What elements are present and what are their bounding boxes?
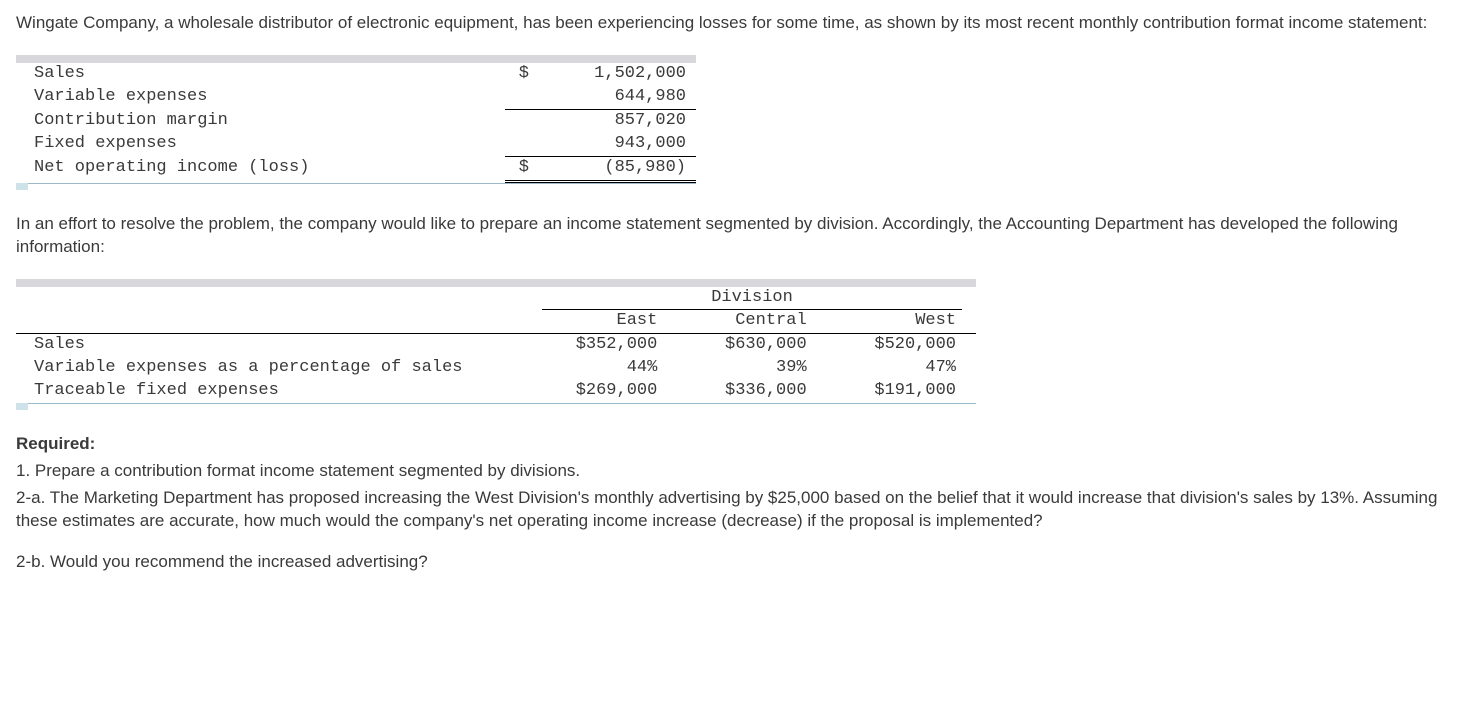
cell-value: $352,000 <box>528 334 677 357</box>
row-symbol <box>505 109 548 132</box>
cell-value: $191,000 <box>827 380 976 403</box>
cell-value: 39% <box>677 357 826 380</box>
question-1: 1. Prepare a contribution format income … <box>16 460 1464 483</box>
row-value: 857,020 <box>548 109 696 132</box>
table-row: Contribution margin 857,020 <box>16 109 696 132</box>
table-row: Fixed expenses 943,000 <box>16 133 696 156</box>
row-label: Sales <box>16 334 528 357</box>
required-label: Required: <box>16 433 1464 456</box>
row-symbol <box>505 133 548 156</box>
division-table-block: Division East Central West Sales $352,00… <box>16 279 1464 410</box>
row-label: Fixed expenses <box>16 133 505 156</box>
question-2a: 2-a. The Marketing Department has propos… <box>16 487 1464 533</box>
table-row: Sales $ 1,502,000 <box>16 63 696 86</box>
col-header: Central <box>677 310 826 333</box>
row-label: Sales <box>16 63 505 86</box>
col-header: East <box>528 310 677 333</box>
table-row: Variable expenses 644,980 <box>16 86 696 109</box>
table-scroll-footer <box>16 403 976 409</box>
row-label: Variable expenses as a percentage of sal… <box>16 357 528 380</box>
col-header: West <box>827 310 976 333</box>
table-header-band <box>16 279 976 287</box>
row-symbol: $ <box>505 63 548 86</box>
table-header-band <box>16 55 696 63</box>
row-label: Contribution margin <box>16 109 505 132</box>
division-super-header: Division <box>542 287 962 311</box>
intro-paragraph: Wingate Company, a wholesale distributor… <box>16 12 1464 35</box>
table-scroll-footer <box>16 183 696 189</box>
row-value: (85,980) <box>548 156 696 181</box>
cell-value: $269,000 <box>528 380 677 403</box>
row-label: Net operating income (loss) <box>16 156 505 181</box>
required-section: Required: 1. Prepare a contribution form… <box>16 433 1464 574</box>
cell-value: $336,000 <box>677 380 826 403</box>
question-2b: 2-b. Would you recommend the increased a… <box>16 551 1464 574</box>
table-row: Variable expenses as a percentage of sal… <box>16 357 976 380</box>
division-super-header-row: Division <box>16 287 976 311</box>
cell-value: $630,000 <box>677 334 826 357</box>
income-statement-table: Sales $ 1,502,000 Variable expenses 644,… <box>16 55 696 183</box>
row-label: Variable expenses <box>16 86 505 109</box>
table-row: Traceable fixed expenses $269,000 $336,0… <box>16 380 976 403</box>
cell-value: 47% <box>827 357 976 380</box>
table-row: Sales $352,000 $630,000 $520,000 <box>16 334 976 357</box>
row-symbol: $ <box>505 156 548 181</box>
row-value: 943,000 <box>548 133 696 156</box>
cell-value: $520,000 <box>827 334 976 357</box>
middle-paragraph: In an effort to resolve the problem, the… <box>16 213 1464 259</box>
table-row: Net operating income (loss) $ (85,980) <box>16 156 696 181</box>
row-value: 1,502,000 <box>548 63 696 86</box>
row-symbol <box>505 86 548 109</box>
row-value: 644,980 <box>548 86 696 109</box>
division-column-header-row: East Central West <box>16 310 976 333</box>
division-table: Division East Central West Sales $352,00… <box>16 279 976 404</box>
row-label: Traceable fixed expenses <box>16 380 528 403</box>
income-statement-block: Sales $ 1,502,000 Variable expenses 644,… <box>16 55 1464 189</box>
cell-value: 44% <box>528 357 677 380</box>
